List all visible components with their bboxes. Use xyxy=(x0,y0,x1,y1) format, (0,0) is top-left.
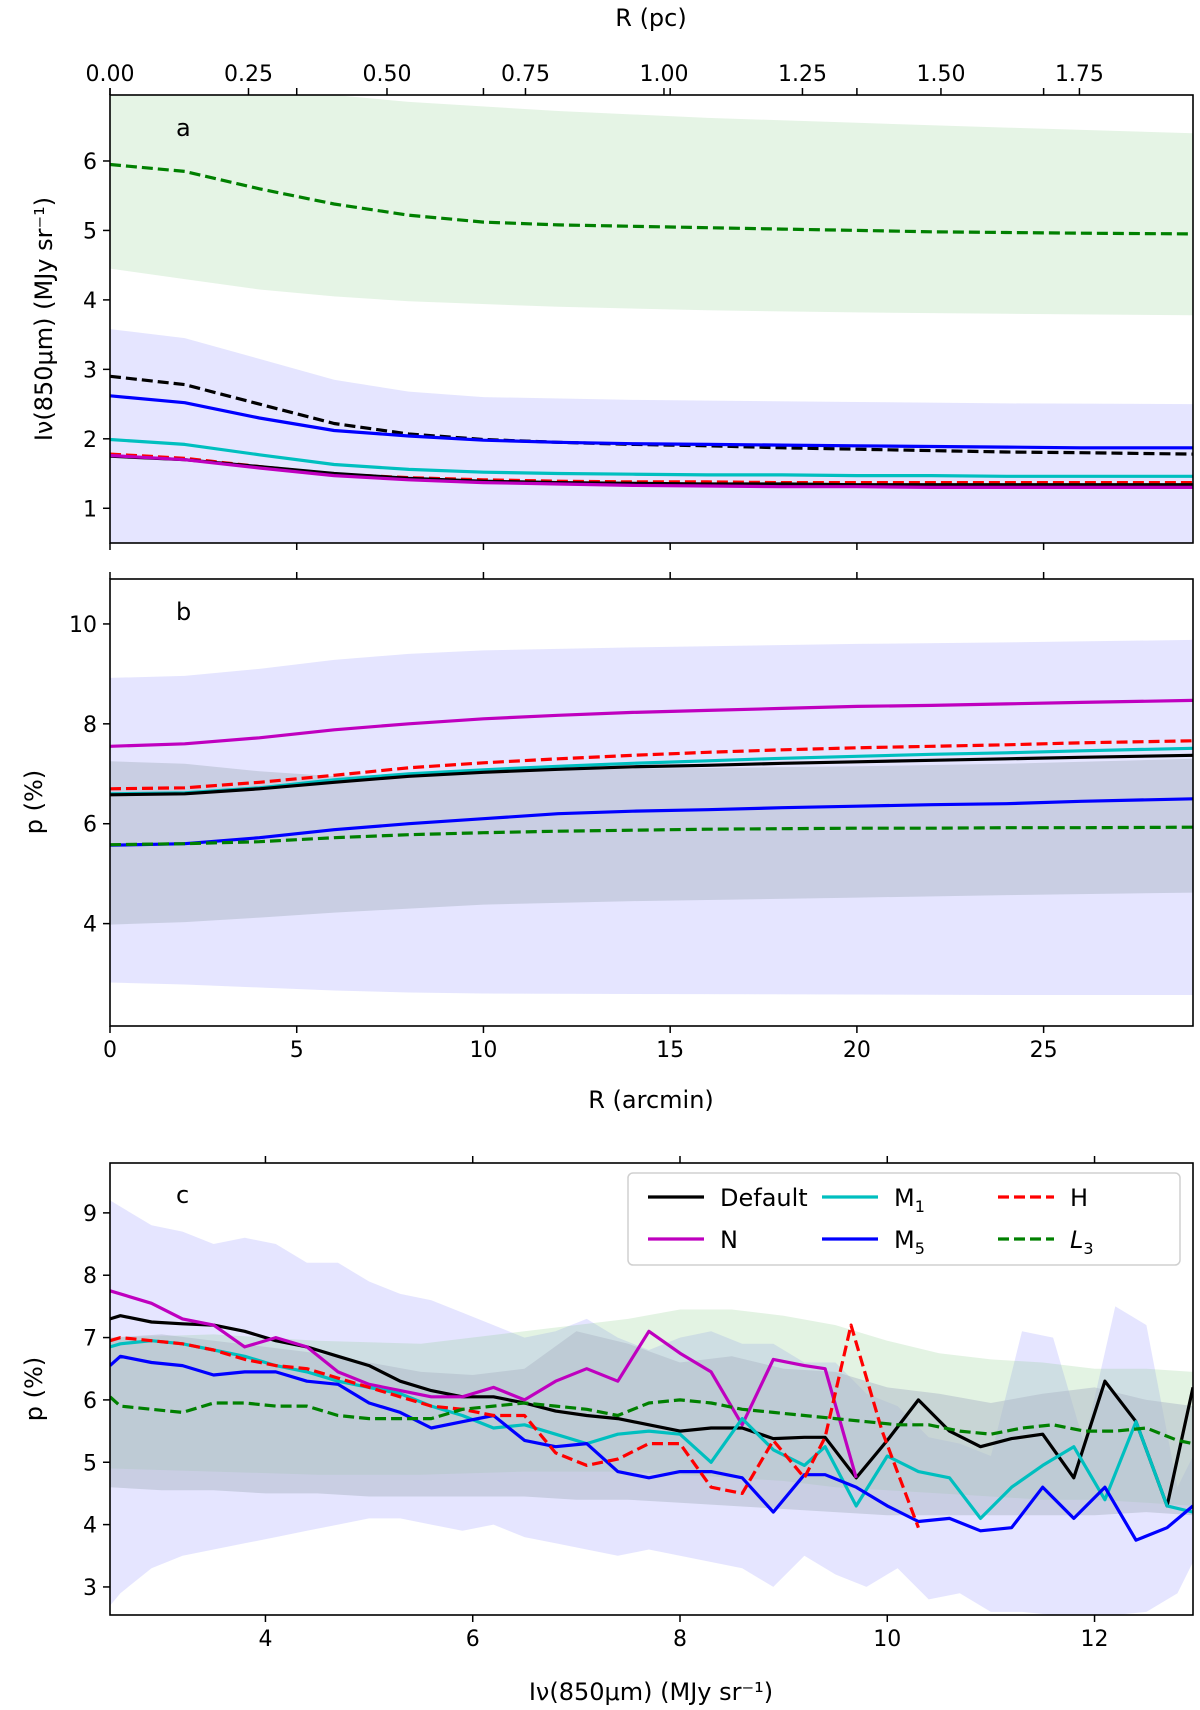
panel-b-frame xyxy=(109,578,1194,1027)
panel-b-series-H xyxy=(110,739,1193,791)
panel-c-ticks: 4 6 8 10 12 3 4 5 6 7 8 9 xyxy=(83,1156,1109,1652)
panel-a-ytick-label: 4 xyxy=(83,289,97,314)
panel-c-lines xyxy=(110,1289,1193,1542)
panel-c-ytick-label: 3 xyxy=(83,1576,97,1601)
panel-a-top-tick-label: 0.50 xyxy=(362,62,411,87)
panel-a-label: a xyxy=(176,114,191,142)
panel-c-series-L3 xyxy=(110,1395,1193,1446)
panel-c-ytick-label: 7 xyxy=(83,1327,97,1352)
panel-a-ylabel: Iν(850μm) (MJy sr⁻¹) xyxy=(30,197,58,441)
panel-a-top-tick-label: 0.00 xyxy=(86,62,135,87)
panel-c-series-Default xyxy=(110,1314,1193,1508)
panel-a-top-tick-label: 1.75 xyxy=(1055,62,1104,87)
panel-b-label: b xyxy=(176,598,191,626)
panel-b-lines xyxy=(110,698,1193,847)
panel-c-series-H xyxy=(110,1323,920,1529)
panel-c-series-M5 xyxy=(110,1354,1193,1542)
legend-label-Default: Default xyxy=(720,1184,808,1212)
panel-b-series-L3 xyxy=(110,825,1193,847)
panel-c-frame xyxy=(109,1162,1194,1616)
panel-a-ytick-label: 1 xyxy=(83,497,97,522)
panel-a-series-L3 xyxy=(110,162,1193,236)
panel-a-ytick-label: 3 xyxy=(83,358,97,383)
panel-b-xtick-label: 20 xyxy=(843,1038,871,1063)
panel-c-ytick-label: 6 xyxy=(83,1389,97,1414)
legend-label-M1: M1 xyxy=(894,1184,925,1216)
panel-b-ytick-label: 6 xyxy=(83,813,97,838)
panel-c-ylabel: p (%) xyxy=(20,1357,48,1421)
legend-box xyxy=(627,1172,1181,1266)
panel-b-series-N xyxy=(110,698,1193,748)
panel-a-series-M5 xyxy=(110,394,1193,450)
panel-b-ytick-label: 4 xyxy=(83,913,97,938)
panel-a-series-N xyxy=(110,453,1193,489)
legend-label-H: H xyxy=(1070,1184,1088,1212)
panel-a-ticks: 1 2 3 4 5 6 0.00 0.25 0.50 0.75 1.00 1.25 1.50 1.75 xyxy=(83,62,1104,550)
panel-b-ticks: 0 5 10 15 20 25 4 6 8 10 xyxy=(69,572,1058,1063)
panel-c-ytick-label: 4 xyxy=(83,1514,97,1539)
panel-c-series-N xyxy=(110,1289,858,1479)
panel-a-bands xyxy=(110,95,1193,543)
panel-a-top-tick-label: 0.25 xyxy=(224,62,273,87)
panel-b-series-M5 xyxy=(110,797,1193,847)
panel-a-top-tick-label: 1.25 xyxy=(778,62,827,87)
panel-b-bands xyxy=(110,639,1193,995)
panel-a-ytick-label: 6 xyxy=(83,150,97,175)
panel-c: 4 6 8 10 12 3 4 5 6 7 8 9 c p (%) Iν(850μm) (MJy sr… xyxy=(20,1156,1194,1706)
panel-a-ytick-label: 2 xyxy=(83,428,97,453)
panel-b-ytick-label: 8 xyxy=(83,713,97,738)
panel-a-band-0 xyxy=(110,95,1193,316)
panel-b-xlabel: R (arcmin) xyxy=(588,1086,714,1114)
legend-label-N: N xyxy=(720,1226,738,1254)
panel-a-lines xyxy=(110,162,1193,489)
panel-a: 1 2 3 4 5 6 0.00 0.25 0.50 0.75 1.00 1.25 1.50 1.75 a… xyxy=(30,4,1194,550)
panel-c-xtick-label: 12 xyxy=(1081,1627,1109,1652)
panel-c-label: c xyxy=(176,1181,189,1209)
panel-b-band-1 xyxy=(110,758,1193,925)
panel-a-top-tick-label: 1.00 xyxy=(639,62,688,87)
panel-c-xtick-label: 4 xyxy=(258,1627,272,1652)
panel-b-xtick-label: 10 xyxy=(469,1038,497,1063)
panel-c-xtick-label: 6 xyxy=(466,1627,480,1652)
panel-a-series-M1 xyxy=(110,437,1193,478)
panel-b-ytick-label: 10 xyxy=(69,613,97,638)
panel-a-frame xyxy=(109,94,1194,544)
panel-b-series-Default xyxy=(110,753,1193,797)
panel-c-xlabel: Iν(850μm) (MJy sr⁻¹) xyxy=(529,1678,773,1706)
panel-b-xtick-label: 15 xyxy=(656,1038,684,1063)
panel-a-series-Default xyxy=(110,454,1193,487)
panel-b-xtick-label: 25 xyxy=(1030,1038,1058,1063)
panel-a-top-xlabel: R (pc) xyxy=(615,4,686,32)
panel-c-ytick-label: 8 xyxy=(83,1264,97,1289)
legend: Default N M1 M5 H L3 xyxy=(627,1172,1181,1266)
panel-a-series-H xyxy=(110,452,1193,485)
panel-b: 0 5 10 15 20 25 4 6 8 10 b p (%) R (arcmin) xyxy=(20,572,1194,1114)
panel-c-xtick-label: 10 xyxy=(873,1627,901,1652)
panel-c-band-2 xyxy=(110,1331,1193,1516)
panel-b-xtick-label: 5 xyxy=(290,1038,304,1063)
panel-a-band-1 xyxy=(110,329,1193,543)
legend-label-L3: L3 xyxy=(1070,1226,1094,1258)
panel-a-top-tick-label: 0.75 xyxy=(501,62,550,87)
panel-b-ylabel: p (%) xyxy=(20,770,48,834)
panel-a-top-tick-label: 1.50 xyxy=(916,62,965,87)
panel-c-bands xyxy=(110,1200,1193,1615)
panel-a-ytick-label: 5 xyxy=(83,219,97,244)
legend-label-M5: M5 xyxy=(894,1226,925,1258)
panel-c-ytick-label: 5 xyxy=(83,1451,97,1476)
panel-c-ytick-label: 9 xyxy=(83,1202,97,1227)
panel-c-xtick-label: 8 xyxy=(673,1627,687,1652)
panel-b-xtick-label: 0 xyxy=(103,1038,117,1063)
